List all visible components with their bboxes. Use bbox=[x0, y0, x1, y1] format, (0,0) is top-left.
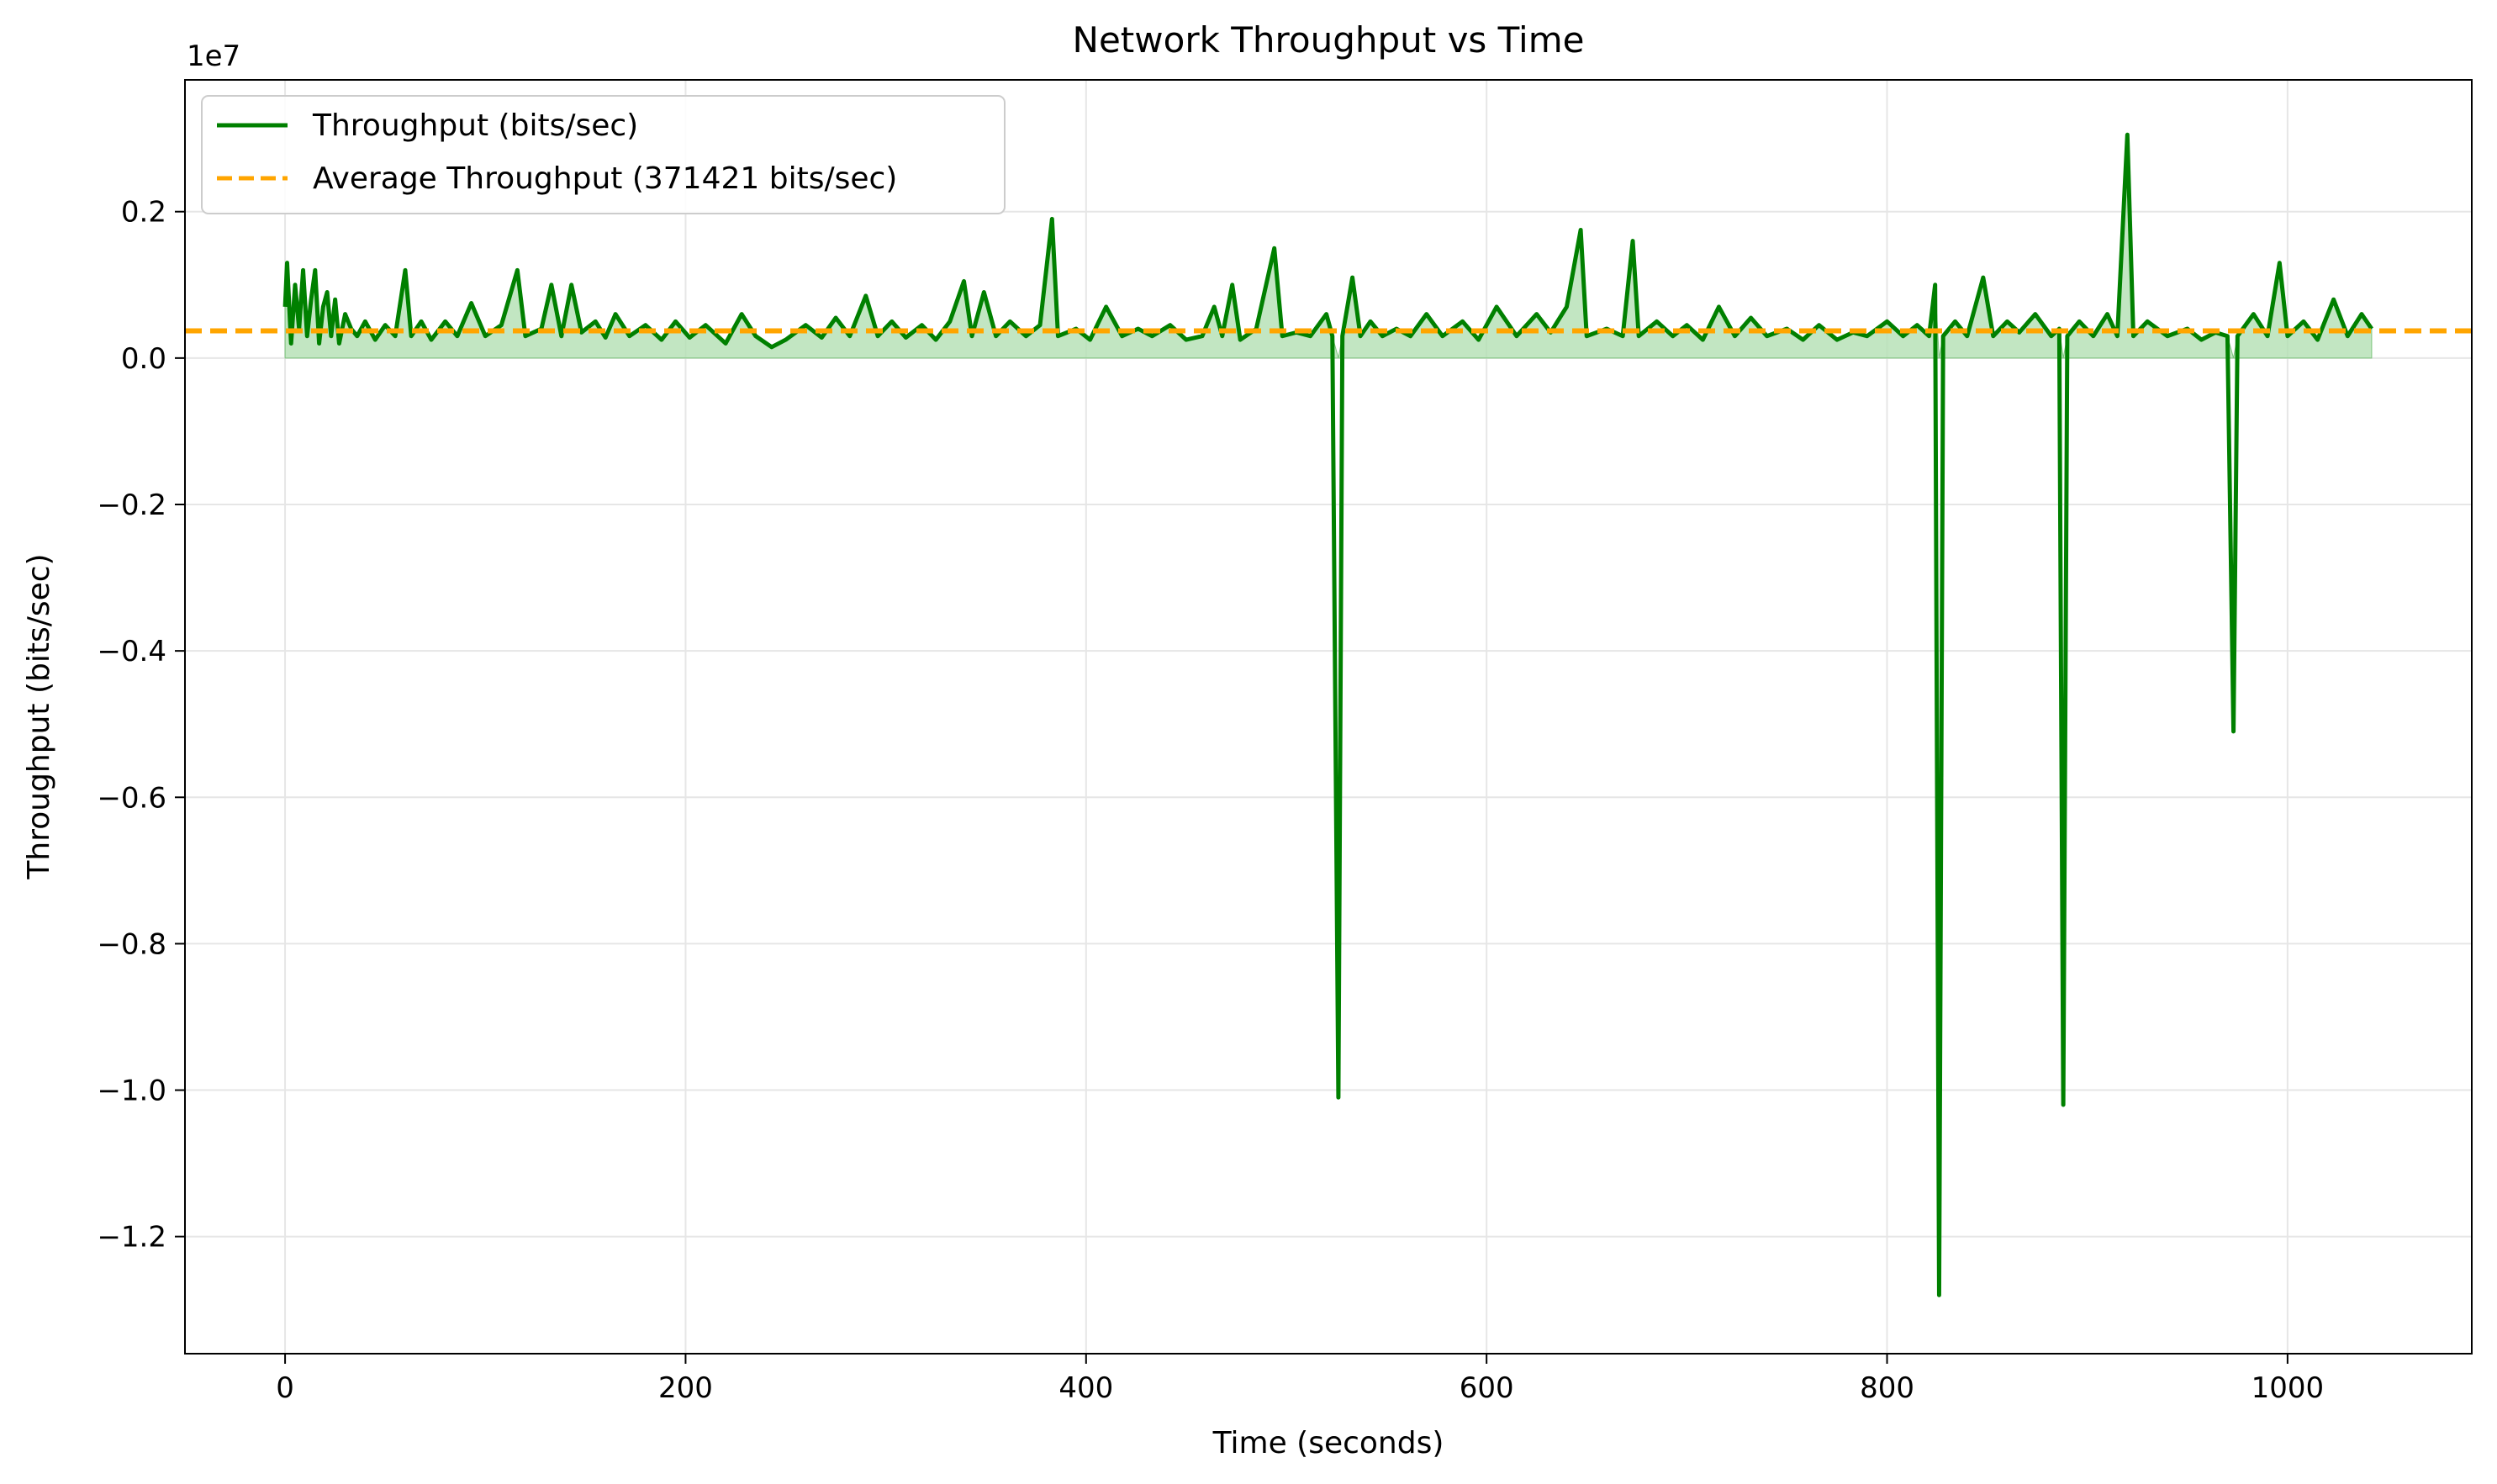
chart-title: Network Throughput vs Time bbox=[1073, 19, 1585, 61]
y-axis-offset-text: 1e7 bbox=[187, 40, 240, 73]
y-tick-label: −1.0 bbox=[97, 1075, 166, 1108]
x-tick-label: 0 bbox=[276, 1371, 294, 1405]
x-tick-label: 600 bbox=[1460, 1371, 1514, 1405]
x-tick-label: 800 bbox=[1860, 1371, 1914, 1405]
plot-frame bbox=[184, 79, 2473, 1355]
x-tick-label: 400 bbox=[1058, 1371, 1113, 1405]
axes bbox=[184, 79, 2473, 1355]
grid bbox=[185, 80, 2472, 1354]
x-tick-label: 200 bbox=[658, 1371, 713, 1405]
y-tick-label: 0.0 bbox=[121, 342, 166, 376]
legend-average-label: Average Throughput (371421 bits/sec) bbox=[313, 161, 897, 196]
y-axis-ticks: −1.2 −1.0 −0.8 −0.6 −0.4 −0.2 0.0 0.2 bbox=[97, 196, 185, 1254]
y-tick-label: −0.4 bbox=[97, 635, 166, 668]
legend: Throughput (bits/sec) Average Throughput… bbox=[201, 95, 1006, 214]
legend-throughput-label: Throughput (bits/sec) bbox=[312, 108, 638, 143]
legend-box bbox=[201, 95, 1006, 214]
series bbox=[185, 132, 2472, 1297]
y-tick-label: −0.8 bbox=[97, 927, 166, 961]
y-axis-label: Throughput (bits/sec) bbox=[22, 553, 56, 879]
x-axis-ticks: 0 200 400 600 800 1000 bbox=[276, 1354, 2324, 1405]
y-tick-label: −0.6 bbox=[97, 781, 166, 815]
x-tick-label: 1000 bbox=[2252, 1371, 2325, 1405]
x-axis-label: Time (seconds) bbox=[1212, 1426, 1444, 1460]
y-tick-label: −1.2 bbox=[97, 1221, 166, 1254]
y-tick-label: −0.2 bbox=[97, 489, 166, 522]
y-tick-label: 0.2 bbox=[121, 196, 166, 230]
